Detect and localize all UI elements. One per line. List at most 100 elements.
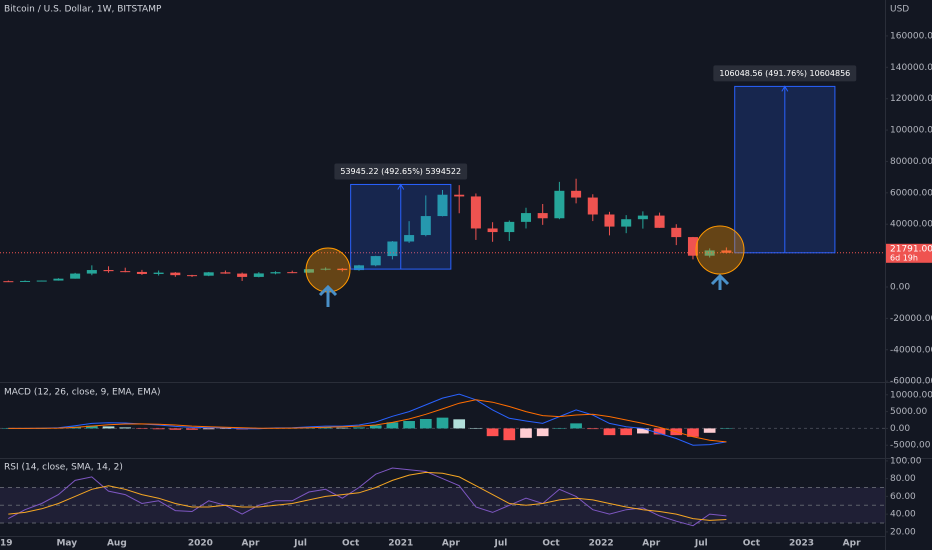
y-tick-label: 140000.00: [890, 63, 932, 73]
x-tick-label: 2023: [789, 539, 814, 549]
histogram-bar: [720, 428, 733, 429]
histogram-bar: [219, 428, 232, 429]
rsi-title: RSI (14, close, SMA, 14, 2): [4, 463, 123, 473]
x-tick-label: 2021: [388, 539, 413, 549]
candle-body: [170, 272, 181, 276]
x-tick-label: Jul: [694, 539, 708, 549]
candle-body: [571, 190, 582, 198]
axis-unit: USD: [890, 5, 909, 15]
x-tick-label: Aug: [107, 539, 127, 549]
y-tick-label: 80.00: [890, 474, 916, 484]
candle-body: [3, 281, 14, 283]
y-tick-label: 60.00: [890, 492, 916, 502]
last-price-label: 21791.00: [890, 244, 932, 254]
x-tick-label: Jul: [494, 539, 508, 549]
y-tick-label: -20000.00: [890, 314, 932, 324]
candle-body: [621, 219, 632, 227]
histogram-bar: [419, 418, 432, 429]
y-tick-label: 120000.00: [890, 94, 932, 104]
histogram-bar: [186, 428, 198, 430]
candle-body: [470, 196, 481, 229]
y-tick-label: 0.00: [890, 282, 910, 292]
highlight-circle: [695, 225, 745, 275]
candle-body: [86, 270, 97, 274]
candle-body: [504, 221, 515, 233]
histogram-bar: [85, 425, 98, 429]
histogram-bar: [536, 428, 549, 437]
candle-body: [287, 272, 298, 274]
y-tick-label: -5000.00: [890, 441, 931, 451]
histogram-bar: [586, 428, 599, 430]
y-tick-label: -40000.00: [890, 345, 932, 355]
x-tick-label: Apr: [242, 539, 260, 549]
candle-body: [320, 268, 331, 270]
candle-body: [53, 278, 64, 281]
histogram-bar: [336, 427, 349, 429]
histogram-bar: [169, 428, 182, 430]
candle-body: [654, 215, 665, 228]
candle-body: [370, 256, 381, 266]
histogram-bar: [369, 425, 382, 429]
candle-body: [270, 272, 281, 274]
y-tick-label: 60000.00: [890, 188, 932, 198]
y-tick-label: 80000.00: [890, 157, 932, 167]
x-tick-label: 2020: [188, 539, 213, 549]
y-tick-label: 40000.00: [890, 220, 932, 230]
macd-title: MACD (12, 26, close, 9, EMA, EMA): [4, 388, 161, 398]
candle-body: [420, 216, 431, 236]
candle-body: [20, 280, 31, 282]
y-tick-label: -60000.00: [890, 377, 932, 387]
candle-body: [203, 272, 214, 276]
y-tick-label: 5000.00: [890, 407, 927, 417]
candle-body: [454, 194, 465, 197]
candle-body: [487, 228, 498, 233]
histogram-bar: [570, 423, 582, 429]
candle-body: [687, 237, 698, 256]
candle-body: [554, 190, 565, 219]
candle-body: [70, 273, 81, 279]
countdown-label: 6d 19h: [890, 253, 918, 262]
x-tick-label: Apr: [642, 539, 660, 549]
candle-body: [187, 275, 198, 277]
histogram-bar: [152, 428, 165, 430]
histogram-bar: [520, 428, 532, 438]
candle-body: [237, 273, 248, 277]
x-tick-label: 2019: [0, 539, 13, 549]
histogram-bar: [102, 426, 115, 429]
histogram-bar: [403, 421, 415, 429]
x-tick-label: Apr: [442, 539, 460, 549]
x-tick-label: Oct: [743, 539, 761, 549]
candle-body: [404, 235, 415, 242]
histogram-bar: [353, 427, 365, 429]
histogram-bar: [637, 428, 649, 434]
indicator-line: [8, 471, 727, 521]
measure-label: 53945.22 (492.65%) 5394522: [340, 167, 461, 176]
candle-body: [354, 265, 365, 271]
indicator-line: [8, 467, 727, 527]
histogram-bar: [503, 428, 516, 441]
chart-title: Bitcoin / U.S. Dollar, 1W, BITSTAMP: [4, 5, 162, 15]
indicator-line: [8, 393, 727, 446]
histogram-bar: [553, 428, 566, 429]
x-tick-label: Oct: [542, 539, 560, 549]
y-tick-label: 100.00: [890, 456, 922, 466]
candle-body: [704, 250, 715, 256]
x-tick-label: Oct: [342, 539, 360, 549]
y-tick-label: 160000.00: [890, 31, 932, 41]
histogram-bar: [453, 419, 466, 429]
candle-body: [337, 268, 348, 271]
measure-label: 106048.56 (491.76%) 10604856: [719, 69, 850, 78]
x-tick-label: Apr: [843, 539, 861, 549]
x-tick-label: Jul: [293, 539, 307, 549]
histogram-bar: [486, 428, 499, 437]
arrow: [710, 273, 730, 290]
measure-label-box: [334, 163, 468, 180]
histogram-bar: [136, 428, 148, 429]
measure-label-box: [713, 65, 857, 82]
candle-body: [537, 213, 548, 219]
indicator-line: [8, 399, 727, 443]
candle-body: [253, 273, 264, 277]
y-tick-label: 40.00: [890, 510, 916, 520]
